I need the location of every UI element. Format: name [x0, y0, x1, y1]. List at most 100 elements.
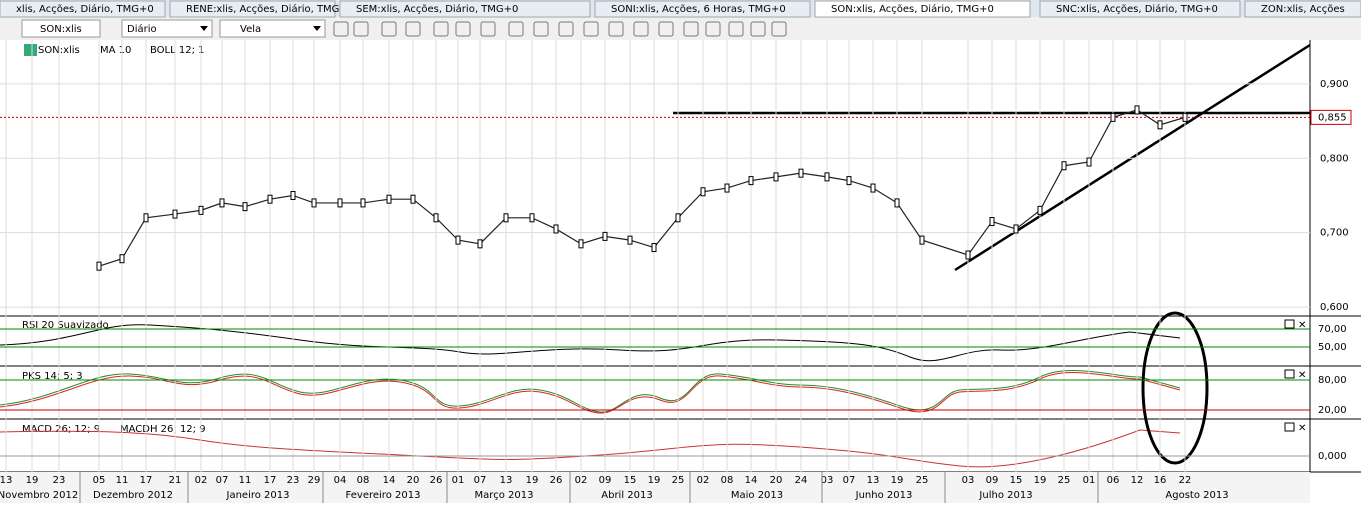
style-select[interactable]	[219, 19, 326, 38]
toolbar-button[interactable]	[771, 21, 787, 37]
tab[interactable]	[0, 0, 166, 18]
date-label: 14	[745, 475, 758, 486]
tab[interactable]	[814, 0, 1031, 18]
toolbar-button[interactable]	[705, 21, 721, 37]
candle	[578, 239, 584, 249]
candle	[433, 213, 439, 223]
toolbar-button[interactable]	[405, 21, 421, 37]
toolbar-button[interactable]	[508, 21, 524, 37]
date-label: 09	[599, 475, 612, 486]
pks-k	[0, 370, 1181, 413]
y-tick-label: 0,600	[1320, 302, 1349, 313]
date-label: 21	[169, 475, 182, 486]
toolbar	[0, 17, 1361, 40]
candle	[455, 235, 461, 245]
candle	[529, 213, 535, 223]
dropdown-arrow	[313, 26, 321, 31]
date-label: 23	[53, 475, 66, 486]
toolbar-button[interactable]	[480, 21, 496, 37]
toolbar-button[interactable]	[433, 21, 449, 37]
tab-label: ZON:xlis, Acções	[1261, 4, 1345, 15]
dropdown-arrow	[200, 26, 208, 31]
date-label: 04	[334, 475, 347, 486]
last-price-box	[1310, 109, 1352, 125]
date-label: 25	[1058, 475, 1071, 486]
month-label: Janeiro 2013	[226, 490, 290, 501]
date-label: 02	[195, 475, 208, 486]
candle	[675, 213, 681, 223]
toolbar-button[interactable]	[353, 21, 369, 37]
date-label: 06	[1107, 475, 1120, 486]
candle	[824, 172, 830, 182]
tab[interactable]	[1244, 0, 1361, 18]
tab[interactable]	[1039, 0, 1241, 18]
rsi-line	[0, 324, 1181, 362]
toolbar-button[interactable]	[533, 21, 549, 37]
month-label: Dezembro 2012	[93, 490, 173, 501]
toolbar-button[interactable]	[583, 21, 599, 37]
candle	[360, 198, 366, 208]
candle	[503, 213, 509, 223]
macd-title: MACD 26; 12; 9	[22, 424, 100, 435]
date-label: 07	[474, 475, 487, 486]
date-label: 02	[697, 475, 710, 486]
date-label: 19	[26, 475, 39, 486]
date-label: 20	[407, 475, 420, 486]
candle	[989, 217, 995, 227]
month-label: Novembro 2012	[0, 490, 78, 501]
tab-label: SONI:xlis, Acções, 6 Horas, TMG+0	[611, 4, 786, 15]
pks-d	[0, 372, 1181, 414]
toolbar-button[interactable]	[683, 21, 699, 37]
candle	[700, 187, 706, 197]
tab[interactable]	[169, 0, 336, 18]
tab[interactable]	[339, 0, 591, 18]
candle	[748, 176, 754, 186]
toolbar-button[interactable]	[728, 21, 744, 37]
date-label: 15	[1010, 475, 1023, 486]
legend-boll: BOLL 12; 1	[150, 45, 205, 56]
month-label: Agosto 2013	[1165, 490, 1228, 501]
tab-label: SON:xlis, Acções, Diário, TMG+0	[831, 3, 994, 15]
date-label: 08	[357, 475, 370, 486]
date-label: 25	[916, 475, 929, 486]
candle	[1134, 105, 1140, 115]
candle	[965, 250, 971, 260]
tab[interactable]	[594, 0, 811, 18]
candle	[1013, 224, 1019, 234]
panel-max[interactable]	[1284, 369, 1295, 379]
macd-line	[0, 429, 1181, 468]
date-label: 02	[575, 475, 588, 486]
toolbar-icons	[333, 21, 787, 37]
toolbar-button[interactable]	[633, 21, 649, 37]
candle	[724, 183, 730, 193]
toolbar-button[interactable]	[558, 21, 574, 37]
date-label: 17	[140, 475, 153, 486]
date-label: 19	[648, 475, 661, 486]
panel-max[interactable]	[1284, 319, 1295, 329]
level-label: 50,00	[1318, 342, 1347, 353]
symbol-text: SON:xlis	[40, 24, 82, 35]
month-label: Março 2013	[475, 490, 534, 501]
candle	[651, 243, 657, 253]
level-label: 70,00	[1318, 324, 1347, 335]
date-label: 11	[116, 475, 129, 486]
toolbar-button[interactable]	[608, 21, 624, 37]
last-price-label: 0,855	[1318, 112, 1347, 123]
date-label: 26	[550, 475, 563, 486]
candle	[267, 194, 273, 204]
month-label: Maio 2013	[731, 490, 783, 501]
panel-max[interactable]	[1284, 422, 1295, 432]
candle	[919, 235, 925, 245]
symbol-input[interactable]	[21, 19, 101, 38]
toolbar-button[interactable]	[381, 21, 397, 37]
candle	[290, 190, 296, 200]
period-select[interactable]	[121, 19, 213, 38]
date-label: 13	[500, 475, 513, 486]
panel-close: ✕	[1298, 423, 1306, 434]
toolbar-button[interactable]	[750, 21, 766, 37]
toolbar-button[interactable]	[455, 21, 471, 37]
level-label: 20,00	[1318, 405, 1347, 416]
toolbar-button[interactable]	[333, 21, 349, 37]
toolbar-button[interactable]	[658, 21, 674, 37]
